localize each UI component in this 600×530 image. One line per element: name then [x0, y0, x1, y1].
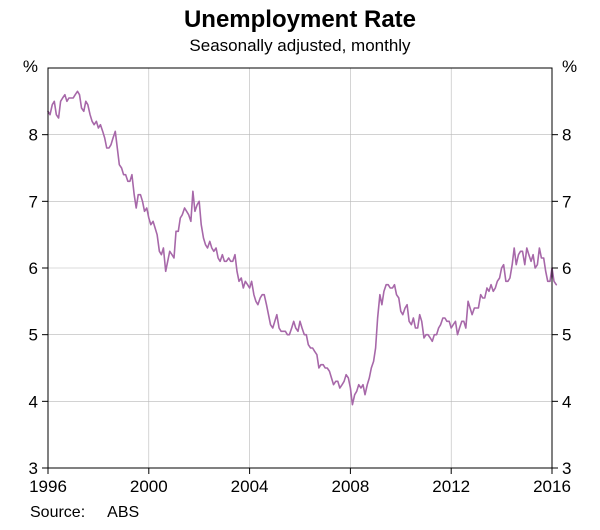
svg-text:2004: 2004 [231, 477, 269, 496]
svg-text:%: % [562, 58, 577, 76]
svg-text:%: % [23, 58, 38, 76]
svg-text:4: 4 [562, 392, 571, 411]
source-value: ABS [107, 504, 139, 521]
chart-subtitle: Seasonally adjusted, monthly [0, 34, 600, 56]
svg-text:7: 7 [29, 192, 38, 211]
svg-text:3: 3 [562, 459, 571, 478]
unemployment-line-chart: 199620002004200820122016334455667788%% [0, 58, 600, 498]
chart-title: Unemployment Rate [0, 0, 600, 34]
svg-text:2000: 2000 [130, 477, 168, 496]
svg-text:8: 8 [562, 126, 571, 145]
svg-text:6: 6 [562, 259, 571, 278]
svg-text:6: 6 [29, 259, 38, 278]
svg-text:2016: 2016 [533, 477, 571, 496]
svg-text:4: 4 [29, 392, 38, 411]
svg-text:5: 5 [29, 326, 38, 345]
svg-text:1996: 1996 [29, 477, 67, 496]
svg-text:2008: 2008 [331, 477, 369, 496]
svg-text:2012: 2012 [432, 477, 470, 496]
svg-text:7: 7 [562, 192, 571, 211]
svg-text:5: 5 [562, 326, 571, 345]
svg-text:8: 8 [29, 126, 38, 145]
source-label: Source: [30, 504, 85, 521]
chart-source: Source: ABS [30, 504, 139, 522]
svg-text:3: 3 [29, 459, 38, 478]
